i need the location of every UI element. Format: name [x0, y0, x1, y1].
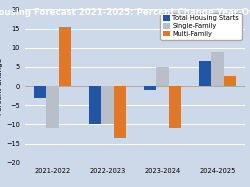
Bar [114, 86, 126, 138]
Y-axis label: Percent Change: Percent Change [0, 57, 3, 115]
Bar [169, 86, 181, 128]
Bar [144, 86, 156, 90]
Bar [224, 76, 236, 86]
Bar [198, 61, 211, 86]
Bar [101, 86, 114, 124]
Legend: Total Housing Starts, Single-Family, Multi-Family: Total Housing Starts, Single-Family, Mul… [160, 13, 242, 39]
Bar [88, 86, 101, 124]
Bar [59, 27, 72, 86]
Bar [211, 51, 224, 86]
Text: NAHB Housing Forecast 2021-2025: Percent Change Year-Over-Year: NAHB Housing Forecast 2021-2025: Percent… [0, 8, 250, 17]
Bar [46, 86, 59, 128]
Bar [34, 86, 46, 98]
Bar [156, 67, 169, 86]
